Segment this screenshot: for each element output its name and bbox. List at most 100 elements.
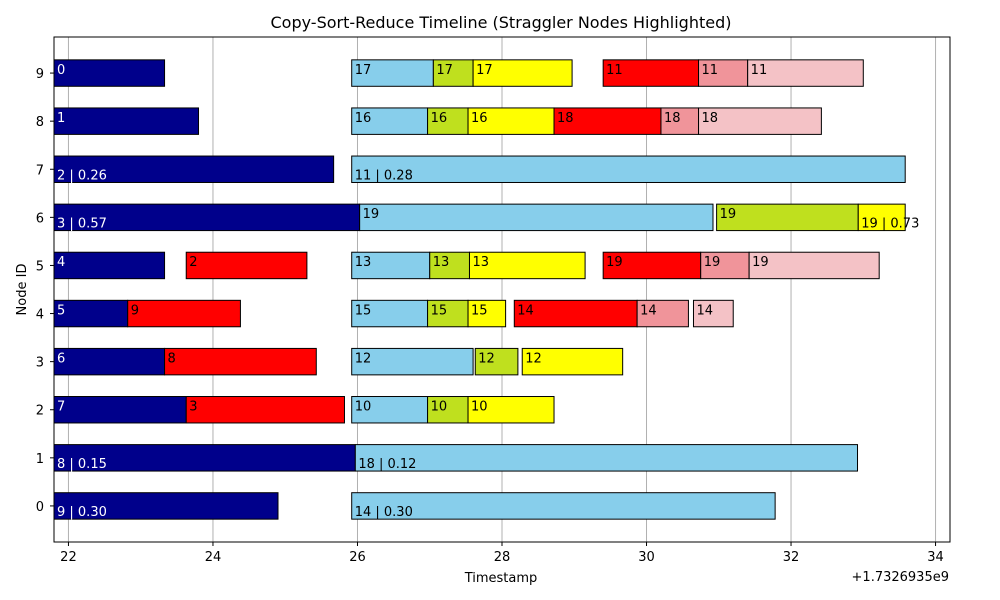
bar-sort: 9 bbox=[127, 299, 241, 328]
bar-label: 12 bbox=[525, 351, 542, 366]
bars: 0 17 17 17 11 11 111 16 16 16 18 18 182 | 0.26 11 | 0… bbox=[53, 59, 919, 520]
bar-copy: 8 | 0.15 bbox=[53, 444, 356, 472]
bar-reduce_sort: 16 bbox=[427, 107, 469, 135]
bar-rect bbox=[857, 203, 906, 232]
bar-rect bbox=[53, 107, 200, 135]
bar-label: 10 bbox=[471, 400, 488, 415]
bar-reduce_merge: 12 bbox=[521, 347, 624, 376]
bar-reduce_copy: 19 bbox=[359, 203, 714, 232]
x-tick-label: 22 bbox=[60, 550, 77, 565]
bar-label: 7 bbox=[57, 400, 65, 415]
bar-reduce_lightpink: 19 bbox=[748, 251, 880, 280]
bar-rect bbox=[468, 251, 586, 280]
bar-rect bbox=[474, 347, 519, 376]
bar-reduce_copy: 13 bbox=[351, 251, 431, 280]
bar-rect bbox=[467, 107, 555, 135]
bar-label: 8 | 0.15 bbox=[57, 457, 107, 472]
y-tick-label-straggler: 1 bbox=[36, 452, 44, 467]
bar-rect bbox=[747, 59, 864, 87]
x-tick-label: 32 bbox=[783, 550, 800, 565]
x-tick-label: 26 bbox=[349, 550, 366, 565]
y-axis-ticks: 0 1 2 3 4 5 6 7 8 9 bbox=[36, 67, 54, 515]
bar-rect bbox=[467, 396, 555, 424]
y-tick-label: 3 bbox=[36, 356, 44, 371]
bar-label: 17 bbox=[476, 63, 493, 78]
bar-label: 14 | 0.30 bbox=[355, 505, 413, 520]
bar-label: 4 bbox=[57, 255, 65, 270]
bar-rect bbox=[716, 203, 859, 232]
bar-rect bbox=[53, 203, 361, 232]
bar-rect bbox=[351, 396, 429, 424]
bar-label: 3 bbox=[189, 400, 197, 415]
bar-label: 0 bbox=[57, 63, 65, 78]
bar-rect bbox=[53, 299, 129, 328]
bar-copy: 0 bbox=[53, 59, 166, 87]
bar-label: 11 bbox=[606, 63, 623, 78]
bar-label: 16 bbox=[431, 111, 448, 126]
bar-label: 16 bbox=[355, 111, 372, 126]
bar-rect bbox=[53, 155, 335, 183]
bar-sort: 8 bbox=[164, 347, 317, 376]
bar-reduce_merge: 15 bbox=[467, 299, 507, 328]
bar-rect bbox=[53, 492, 279, 520]
x-axis-ticks: 22 24 26 28 30 32 34 bbox=[60, 542, 944, 565]
bar-label: 5 bbox=[57, 303, 65, 318]
bar-label: 13 bbox=[472, 255, 489, 270]
bar-reduce_lightpink: 18 bbox=[698, 107, 822, 135]
bar-label: 12 bbox=[355, 351, 372, 366]
bar-rect bbox=[53, 59, 166, 87]
bar-copy: 9 | 0.30 bbox=[53, 492, 279, 520]
bar-label: 2 | 0.26 bbox=[57, 168, 107, 183]
bar-rect bbox=[698, 107, 822, 135]
bar-label: 13 bbox=[355, 255, 372, 270]
bar-reduce_red: 18 bbox=[553, 107, 662, 135]
bar-rect bbox=[351, 347, 474, 376]
bar-label: 10 bbox=[431, 400, 448, 415]
bar-rect bbox=[354, 444, 859, 472]
bar-label: 11 bbox=[751, 63, 768, 78]
bar-label: 19 bbox=[704, 255, 721, 270]
bar-reduce_merge: 17 bbox=[472, 59, 573, 87]
bar-rect bbox=[602, 59, 700, 87]
bar-label: 18 bbox=[664, 111, 681, 126]
bar-rect bbox=[467, 299, 507, 328]
bar-sort: 3 bbox=[185, 396, 345, 424]
bar-rect bbox=[53, 251, 166, 280]
bar-rect bbox=[351, 155, 906, 183]
bar-rect bbox=[185, 396, 345, 424]
y-tick-label-straggler: 0 bbox=[36, 500, 44, 515]
bar-label: 17 bbox=[355, 63, 372, 78]
bar-rect bbox=[164, 347, 317, 376]
bar-rect bbox=[700, 251, 750, 280]
bar-label: 11 bbox=[702, 63, 719, 78]
bar-reduce_merge: 13 bbox=[468, 251, 586, 280]
bar-label: 15 bbox=[431, 303, 448, 318]
bar-rect bbox=[660, 107, 700, 135]
bar-label: 15 bbox=[355, 303, 372, 318]
y-axis-label: Node ID bbox=[15, 264, 30, 316]
bar-reduce_copy: 17 bbox=[351, 59, 434, 87]
bar-reduce_sort: 12 bbox=[474, 347, 519, 376]
y-tick-label: 4 bbox=[36, 308, 44, 323]
bar-label: 19 bbox=[752, 255, 769, 270]
bar-rect bbox=[351, 59, 434, 87]
bar-label: 12 bbox=[478, 351, 495, 366]
bar-reduce_red: 11 bbox=[602, 59, 700, 87]
x-tick-label: 24 bbox=[205, 550, 222, 565]
bar-label: 2 bbox=[189, 255, 197, 270]
bar-label: 14 bbox=[696, 303, 713, 318]
bar-rect bbox=[692, 299, 734, 328]
bar-label: 19 bbox=[720, 207, 737, 222]
bar-reduce_sort: 17 bbox=[432, 59, 474, 87]
bar-reduce_merge: 16 bbox=[467, 107, 555, 135]
bar-reduce_copy: 15 bbox=[351, 299, 429, 328]
bar-rect bbox=[432, 59, 474, 87]
y-tick-label: 2 bbox=[36, 404, 44, 419]
bar-reduce_merge: 19 | 0.73 bbox=[857, 203, 919, 232]
bar-rect bbox=[521, 347, 624, 376]
bar-copy: 6 bbox=[53, 347, 166, 376]
bar-rect bbox=[427, 396, 469, 424]
x-axis-label: Timestamp bbox=[464, 571, 538, 586]
bar-reduce_sort: 15 bbox=[427, 299, 469, 328]
